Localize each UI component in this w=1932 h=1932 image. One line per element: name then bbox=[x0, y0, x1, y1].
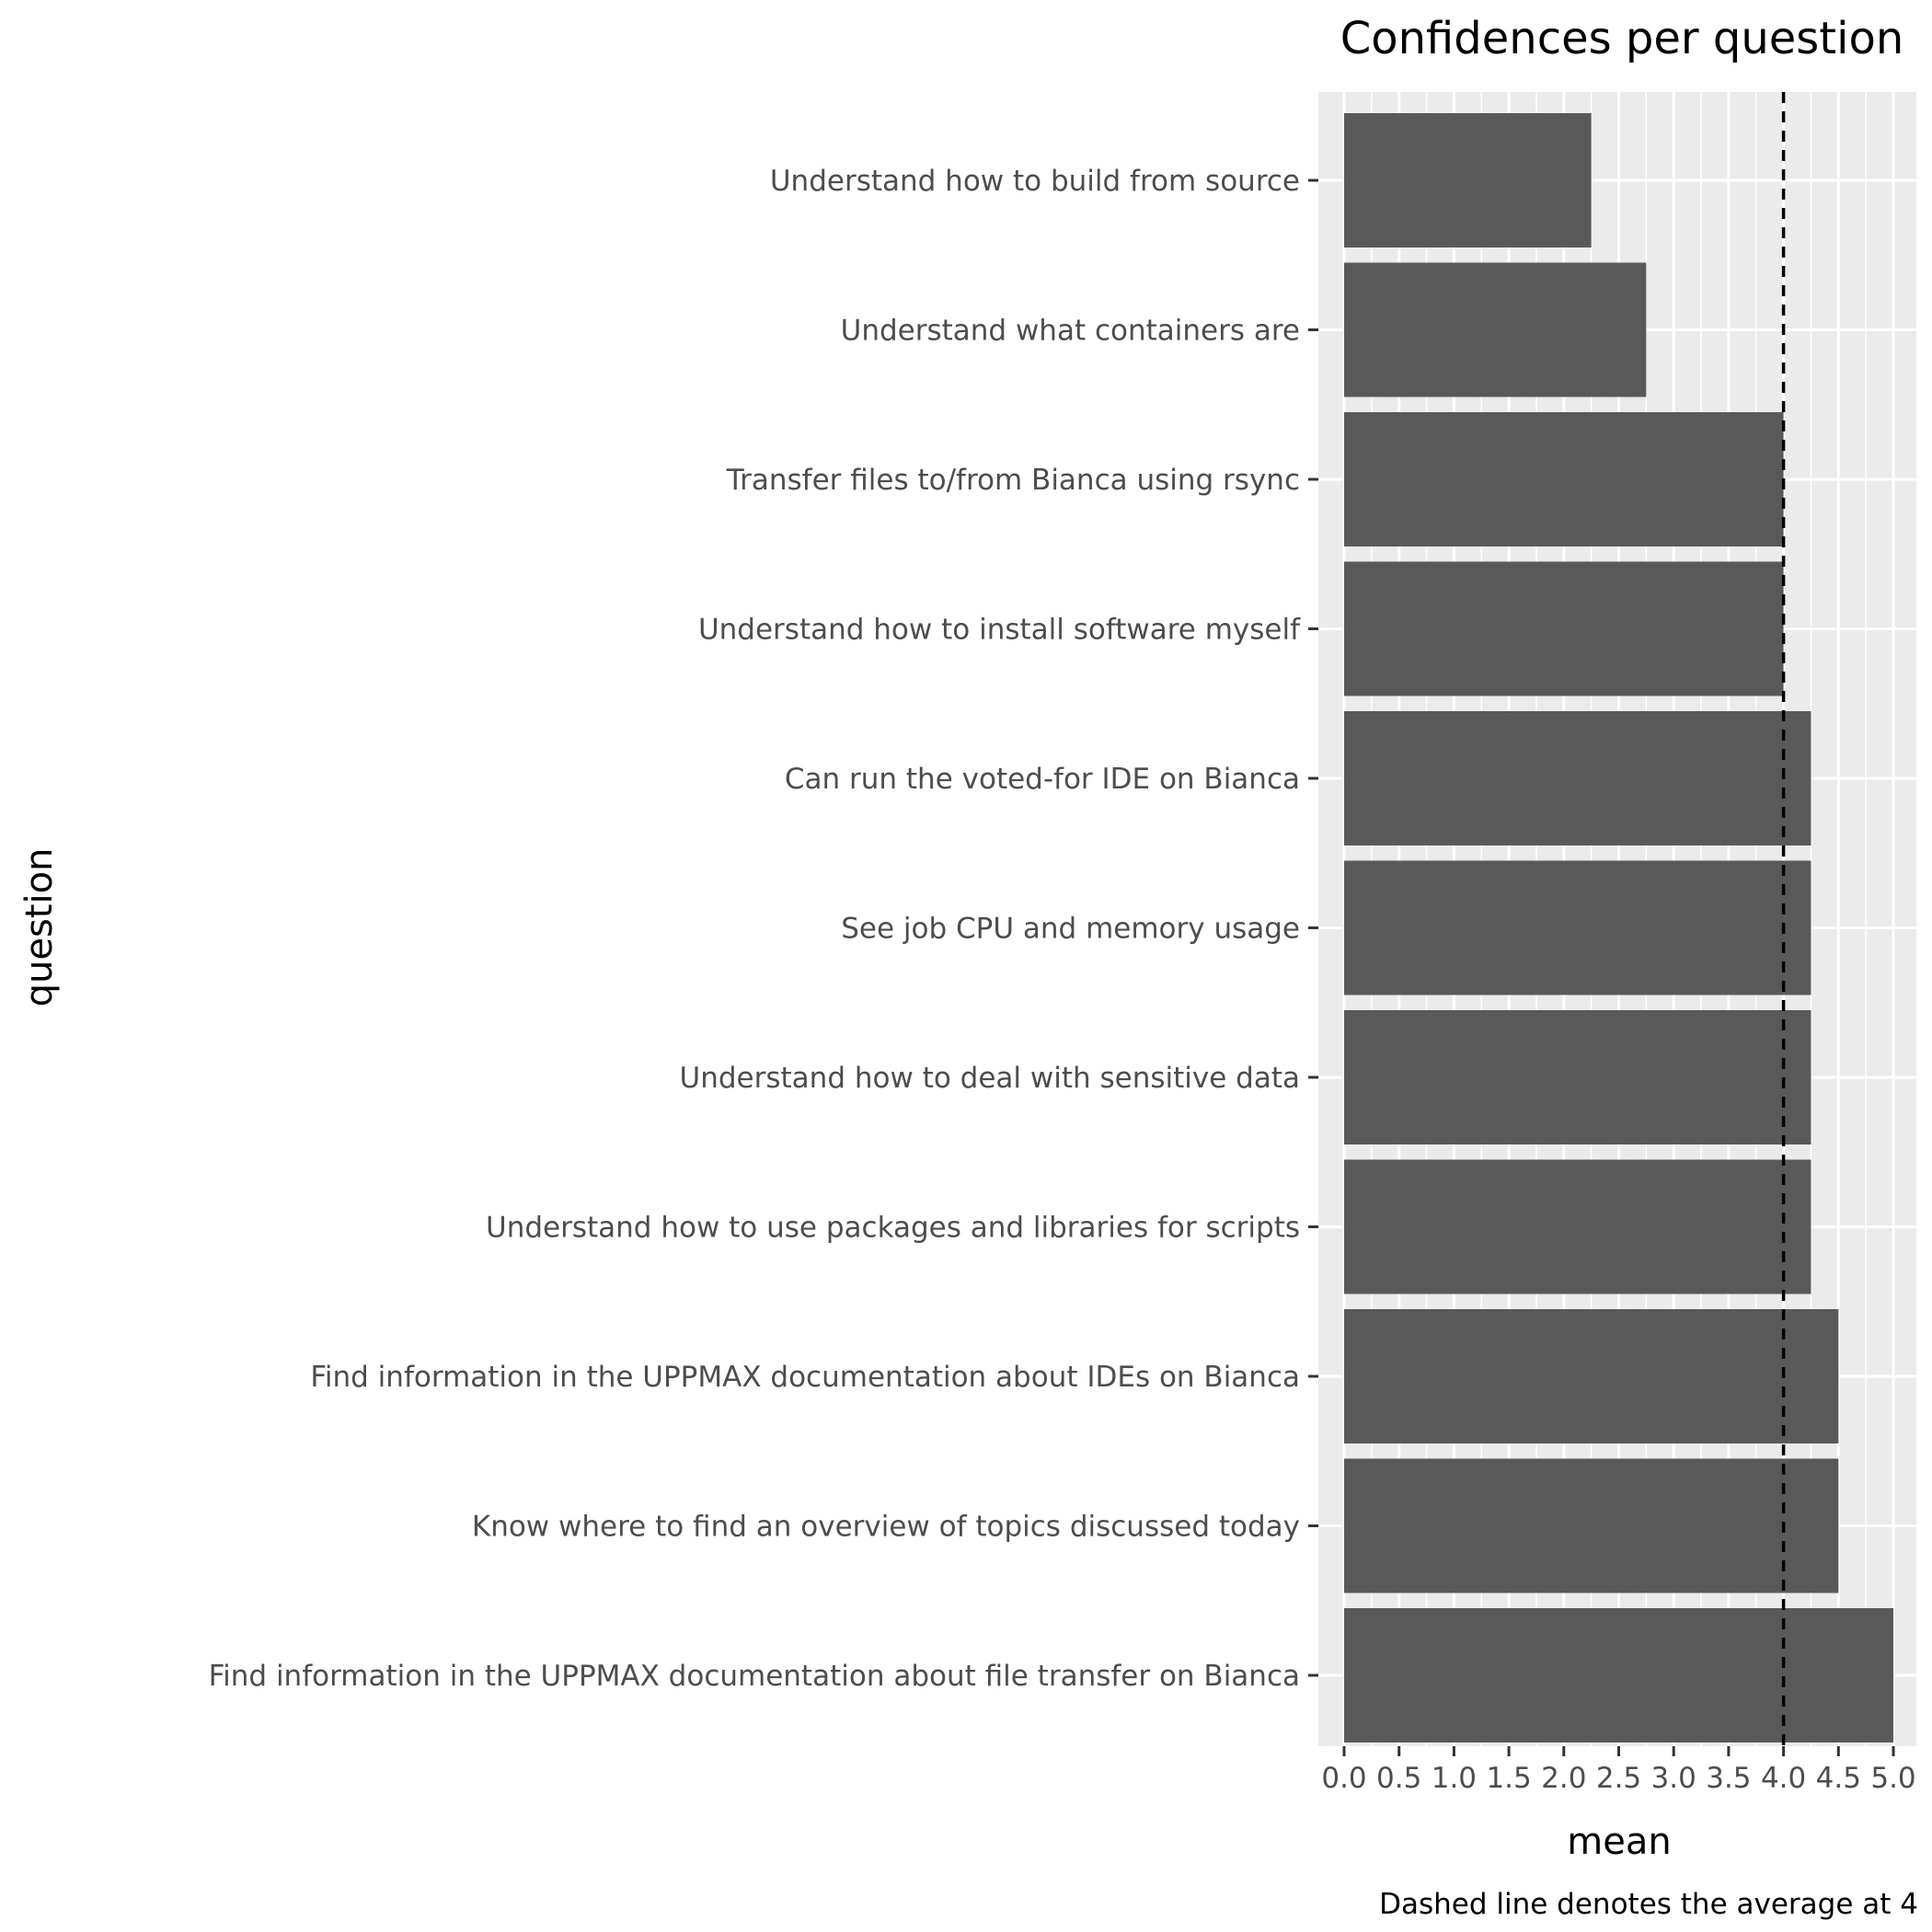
x-tick-label: 5.0 bbox=[1870, 1762, 1915, 1795]
bars bbox=[1344, 113, 1893, 1742]
y-tick-label: Transfer files to/from Bianca using rsyn… bbox=[726, 464, 1300, 497]
x-axis-ticks: 0.0 0.5 1.0 1.5 2.0 2.5 3.0 3.5 4.0 4.5 5.0 bbox=[1321, 1746, 1916, 1795]
x-tick-label: 0.5 bbox=[1376, 1762, 1421, 1795]
x-tick-label: 1.0 bbox=[1432, 1762, 1477, 1795]
y-axis-title: question bbox=[18, 848, 61, 1007]
x-tick-label: 2.5 bbox=[1596, 1762, 1641, 1795]
y-tick-label: See job CPU and memory usage bbox=[841, 913, 1300, 946]
x-tick-label: 4.0 bbox=[1761, 1762, 1806, 1795]
y-tick-label: Find information in the UPPMAX documenta… bbox=[209, 1660, 1300, 1693]
x-tick-label: 1.5 bbox=[1486, 1762, 1531, 1795]
x-tick-label: 0.0 bbox=[1321, 1762, 1366, 1795]
y-tick-label: Understand how to install software mysel… bbox=[698, 614, 1301, 647]
bar bbox=[1344, 1309, 1839, 1443]
bar bbox=[1344, 1608, 1893, 1742]
x-tick-label: 4.5 bbox=[1816, 1762, 1861, 1795]
y-tick-label: Understand what containers are bbox=[841, 315, 1300, 348]
bar bbox=[1344, 1010, 1811, 1144]
x-tick-label: 3.5 bbox=[1706, 1762, 1751, 1795]
x-tick-label: 2.0 bbox=[1541, 1762, 1586, 1795]
y-tick-label: Understand how to build from source bbox=[770, 165, 1300, 198]
y-tick-label: Find information in the UPPMAX documenta… bbox=[310, 1361, 1300, 1394]
y-tick-label: Can run the voted-for IDE on Bianca bbox=[785, 763, 1300, 796]
bar bbox=[1344, 860, 1811, 995]
y-tick-label: Know where to find an overview of topics… bbox=[472, 1511, 1300, 1544]
bar bbox=[1344, 113, 1592, 247]
bar bbox=[1344, 1159, 1811, 1294]
bar bbox=[1344, 412, 1784, 546]
y-axis-ticks: Understand how to build from source Under… bbox=[209, 165, 1318, 1693]
bar bbox=[1344, 711, 1811, 845]
x-tick-label: 3.0 bbox=[1651, 1762, 1696, 1795]
bar bbox=[1344, 262, 1647, 397]
bar bbox=[1344, 561, 1784, 696]
chart-title: Confidences per question bbox=[1340, 13, 1904, 64]
x-axis-title: mean bbox=[1567, 1821, 1671, 1863]
bar bbox=[1344, 1458, 1839, 1593]
y-tick-label: Understand how to use packages and libra… bbox=[486, 1212, 1300, 1245]
chart-caption: Dashed line denotes the average at 4 bbox=[1379, 1888, 1918, 1921]
y-tick-label: Understand how to deal with sensitive da… bbox=[680, 1062, 1300, 1095]
